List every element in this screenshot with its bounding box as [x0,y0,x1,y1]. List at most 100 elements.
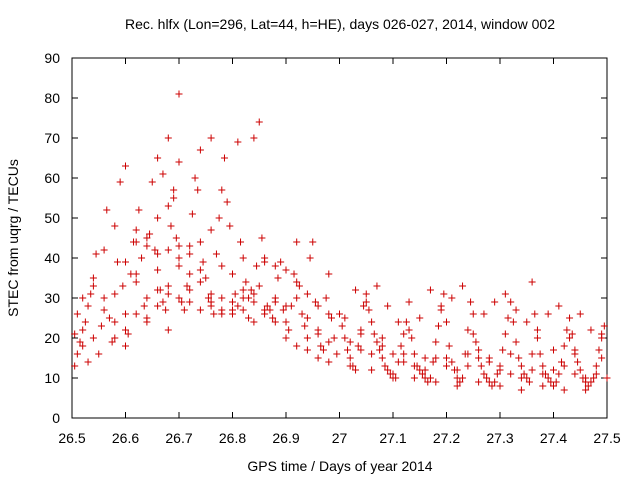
data-point [453,382,461,390]
data-point [175,294,183,302]
y-tick-label: 80 [44,90,60,106]
data-point [555,302,563,310]
data-point [229,310,236,318]
data-point [560,362,568,370]
data-point [378,342,386,350]
data-point [100,246,108,254]
y-tick-label: 10 [44,370,60,386]
data-point [226,222,234,230]
data-point [196,306,204,314]
data-point [477,362,485,370]
data-point [459,282,467,290]
data-point [159,298,167,306]
data-point [410,362,418,370]
x-tick-label: 26.6 [112,430,139,446]
data-point [517,374,525,382]
data-point [424,378,432,386]
data-point [509,318,517,326]
data-point [357,346,365,354]
data-point [84,358,92,366]
data-point [475,346,483,354]
data-point [164,134,172,142]
data-point [250,134,258,142]
data-point [344,346,352,354]
data-point [448,358,456,366]
data-point [282,334,290,342]
data-point [338,322,346,330]
data-point [89,274,97,282]
data-point [475,378,483,386]
data-point [563,326,571,334]
data-point [255,118,263,126]
data-point [592,362,600,370]
data-point [124,330,132,338]
data-point [215,214,223,222]
data-point [293,278,301,286]
data-point [582,386,590,394]
data-point [504,314,512,322]
data-point [429,358,437,366]
data-point [330,334,338,342]
data-point [317,342,325,350]
y-tick-label: 20 [44,330,60,346]
data-point [507,298,515,306]
data-point [253,262,261,270]
data-point [186,250,194,258]
data-point [178,298,186,306]
data-point [445,342,453,350]
data-point [293,342,301,350]
data-point [368,350,376,358]
data-point [122,162,129,170]
data-point [432,354,440,362]
data-point [410,350,418,358]
data-point [346,354,354,362]
chart-title: Rec. hlfx (Lon=296, Lat=44, h=HE), days … [125,16,555,32]
data-point [207,290,215,298]
data-point [448,294,456,302]
plot-border [71,57,608,419]
data-point [472,338,480,346]
x-tick-label: 26.7 [165,430,192,446]
data-point [426,374,434,382]
data-point [499,346,507,354]
data-point [295,282,303,290]
data-point [555,370,563,378]
data-point [175,262,183,270]
data-point [544,310,552,318]
data-point [271,262,279,270]
data-point [496,382,504,390]
data-point [250,298,258,306]
x-tick-label: 27.1 [379,430,406,446]
data-point [229,298,236,306]
data-point [183,282,191,290]
data-point [100,294,108,302]
data-point [373,282,381,290]
data-point [512,338,520,346]
data-point [71,362,79,370]
data-point [186,270,194,278]
x-tick-label: 27.4 [540,430,567,446]
data-point [250,290,258,298]
data-point [525,378,533,386]
x-tick-label: 27 [332,430,348,446]
data-point [346,362,354,370]
data-point [443,318,450,326]
data-point [154,266,162,274]
data-point [550,382,557,390]
data-point [162,306,170,314]
data-point [336,310,343,318]
data-point [105,314,113,322]
data-point [261,258,269,266]
data-point [584,382,592,390]
data-point [108,338,116,346]
data-point [384,366,392,374]
data-point [394,318,402,326]
plot-area [71,57,608,419]
data-point [196,146,204,154]
data-point [528,278,536,286]
data-point [202,274,210,282]
data-point [73,310,81,318]
data-point [132,310,140,318]
data-point [132,278,140,286]
data-point [517,362,525,370]
